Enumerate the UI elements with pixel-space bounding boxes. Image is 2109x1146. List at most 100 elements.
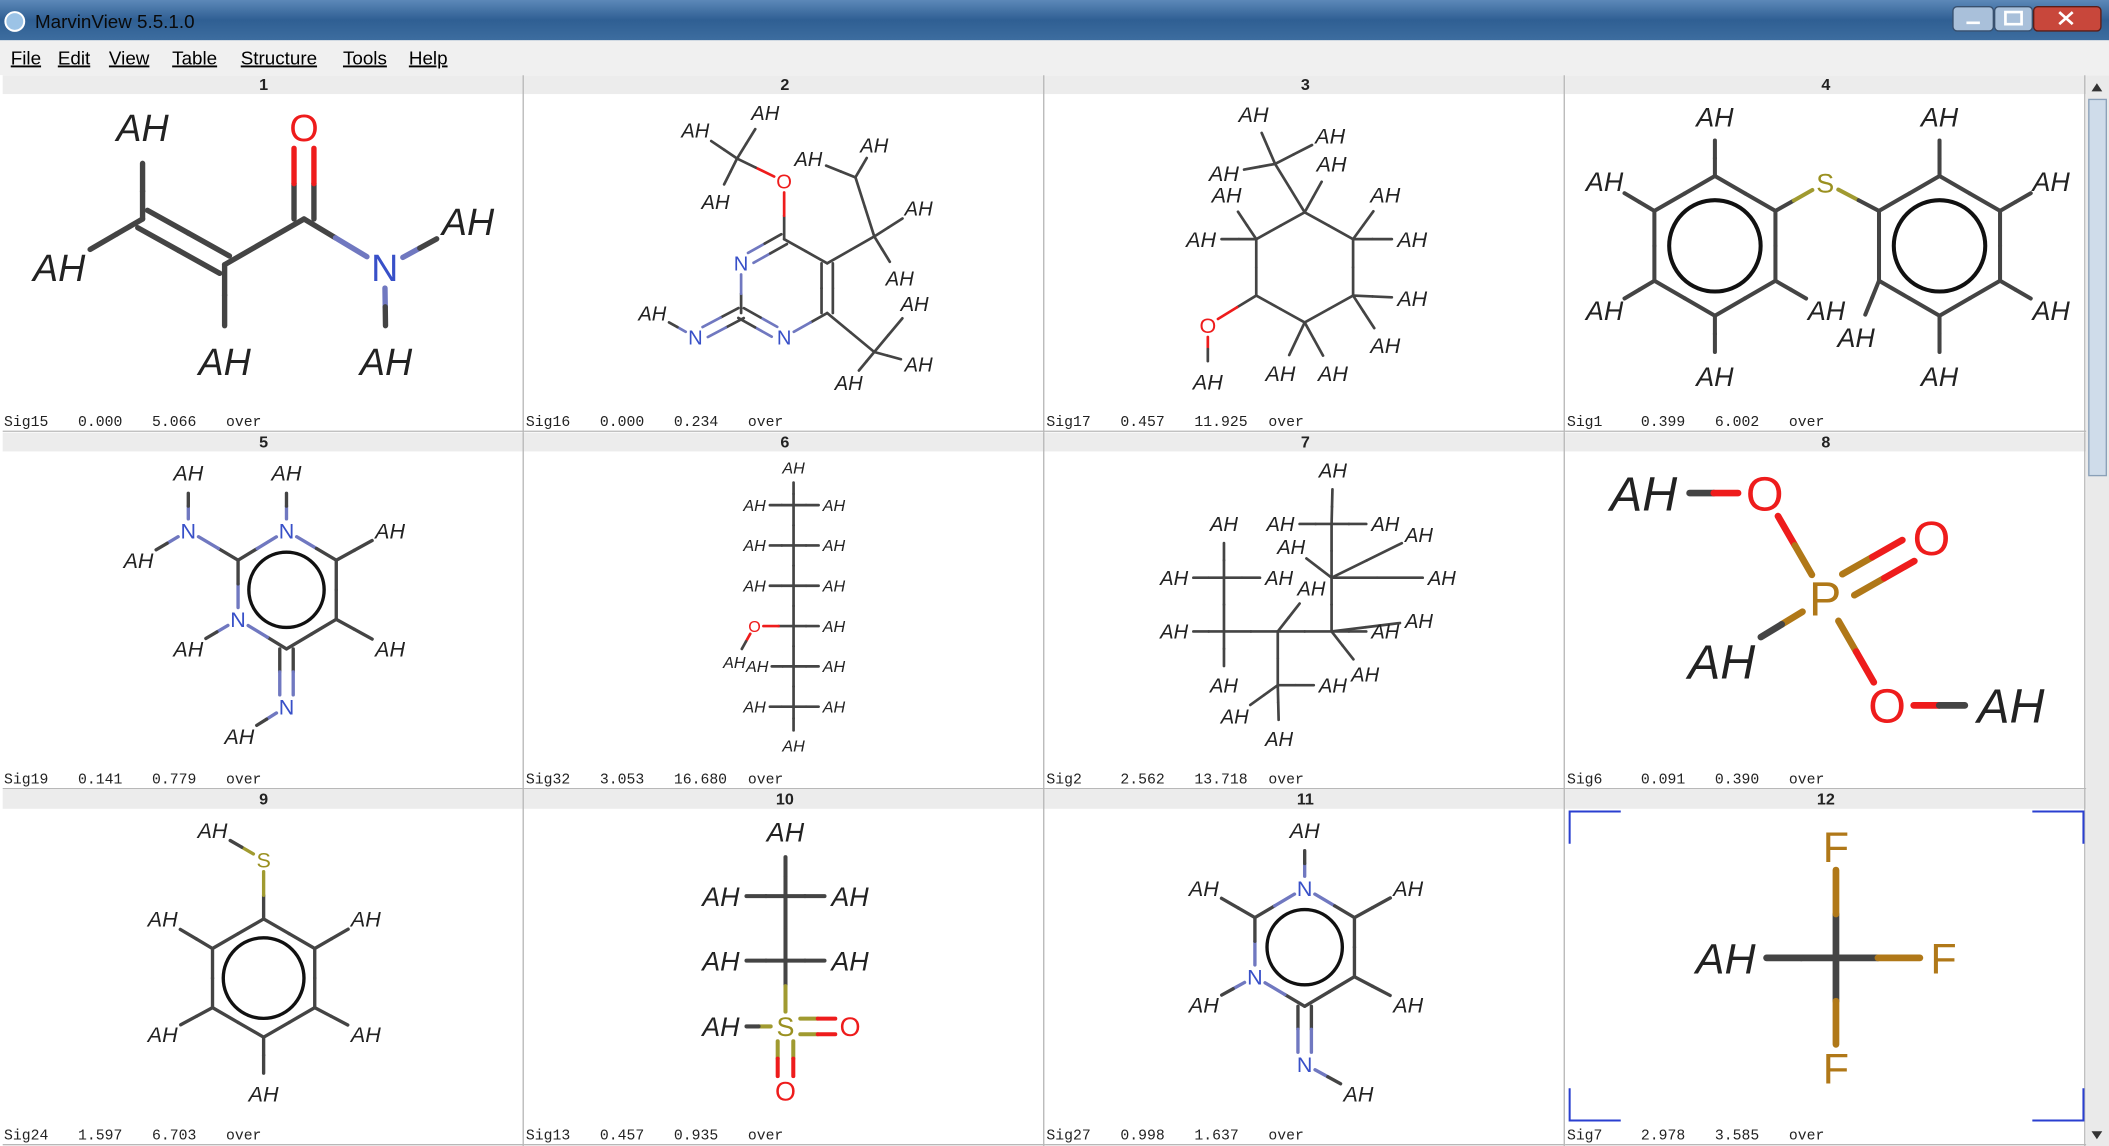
bond	[706, 326, 728, 339]
atom-label: AH	[196, 341, 251, 383]
cell-header	[524, 789, 1046, 809]
bond	[722, 170, 732, 186]
atom-label: N	[371, 247, 398, 289]
bond	[1870, 278, 1882, 300]
cell-number: 10	[776, 791, 794, 809]
cell-footer: over	[226, 415, 261, 431]
menu-item[interactable]: Table	[172, 47, 217, 68]
aromatic-ring	[1667, 198, 1763, 294]
bond	[87, 231, 120, 253]
bond	[165, 535, 180, 545]
atom-label: AH	[781, 459, 805, 477]
bond	[744, 632, 752, 643]
bond	[724, 316, 746, 329]
atom-label: AH	[1313, 124, 1345, 148]
atom-label: AH	[904, 354, 933, 376]
atom-label: AH	[1288, 819, 1320, 843]
atom-label: N	[777, 327, 792, 349]
bond	[215, 623, 230, 634]
bond	[352, 627, 374, 641]
bond	[334, 617, 356, 631]
cell-header	[1045, 75, 1566, 95]
cell-footer: over	[748, 772, 783, 788]
atom-label: AH	[1835, 323, 1875, 353]
bond	[1287, 337, 1299, 357]
cell-number: 6	[780, 433, 789, 451]
bond	[1362, 310, 1376, 330]
bond	[314, 546, 338, 562]
atom-label: AH	[822, 698, 846, 716]
cell-footer: 0.000	[78, 415, 122, 431]
atom-label: AH	[701, 192, 730, 214]
atom-label: AH	[440, 201, 495, 243]
menu-item[interactable]: Help	[409, 47, 448, 68]
menu-item[interactable]: File	[11, 47, 41, 68]
cell-header	[2, 789, 525, 809]
atom-label: AH	[247, 1082, 279, 1106]
atom-label: AH	[900, 294, 929, 316]
atom-label: AH	[700, 946, 740, 976]
bond	[1302, 989, 1332, 1008]
atom-label: AH	[1685, 635, 1755, 689]
bond	[1682, 173, 1717, 196]
bond	[1262, 683, 1280, 697]
bond	[1998, 278, 2018, 292]
minimize-button[interactable]	[1952, 6, 1995, 32]
bond	[144, 207, 192, 236]
cell-footer: Sig24	[4, 1128, 48, 1144]
atom-label: AH	[822, 618, 846, 636]
content: File Edit View Table Structure Tools Help 1 Sig1…	[2, 47, 2087, 1146]
bond	[752, 252, 772, 265]
atom-label: AH	[1187, 994, 1219, 1018]
bond	[313, 1005, 333, 1018]
menu-item[interactable]: Edit	[58, 47, 91, 68]
atom-label: AH	[1264, 729, 1293, 751]
atom-label: AH	[742, 578, 766, 596]
cell-footer: 2.978	[1641, 1128, 1685, 1144]
bond	[236, 546, 259, 562]
cell-footer: 3.585	[1715, 1128, 1759, 1144]
bond	[1303, 195, 1315, 214]
atom-label: AH	[31, 247, 86, 289]
menu-item[interactable]: View	[109, 47, 150, 68]
atom-label: AH	[1395, 228, 1427, 252]
atom-label: AH	[1584, 296, 1624, 326]
bond	[1712, 173, 1748, 196]
bond	[1370, 896, 1393, 910]
bond	[667, 321, 679, 329]
window-button-glyphs	[1966, 10, 2074, 26]
atom-label: O	[840, 1012, 861, 1042]
cell-footer: 1.597	[78, 1128, 122, 1144]
bond	[1937, 173, 1972, 196]
menu-item[interactable]: Structure	[241, 47, 317, 68]
atom-label: AH	[742, 698, 766, 716]
bond	[284, 632, 314, 651]
bond	[240, 845, 256, 856]
bond	[1245, 224, 1258, 241]
bond	[1287, 602, 1301, 619]
atom-label: O	[1746, 467, 1784, 521]
bond	[886, 354, 903, 361]
atom-label: AH	[750, 103, 779, 125]
atom-label: AH	[146, 1023, 178, 1047]
bond	[1303, 321, 1316, 341]
bond	[824, 164, 843, 173]
scrollbar-thumb[interactable]	[2088, 98, 2107, 477]
bond	[887, 217, 904, 229]
bond	[329, 927, 350, 941]
bond	[236, 917, 266, 936]
bond	[113, 216, 146, 237]
atom-label: AH	[1342, 1082, 1374, 1106]
bond	[1788, 287, 1809, 301]
atom-label: O	[1913, 512, 1951, 566]
cell-number: 9	[259, 791, 268, 809]
menu-item[interactable]: Tools	[343, 47, 387, 68]
atom-label: AH	[1207, 162, 1239, 186]
cell-header	[1045, 432, 1566, 452]
bond	[261, 1020, 291, 1039]
atom-label: AH	[822, 497, 846, 515]
maximize-button[interactable]	[1994, 6, 2034, 32]
bond	[1370, 984, 1392, 998]
atom-label: AH	[122, 549, 154, 573]
